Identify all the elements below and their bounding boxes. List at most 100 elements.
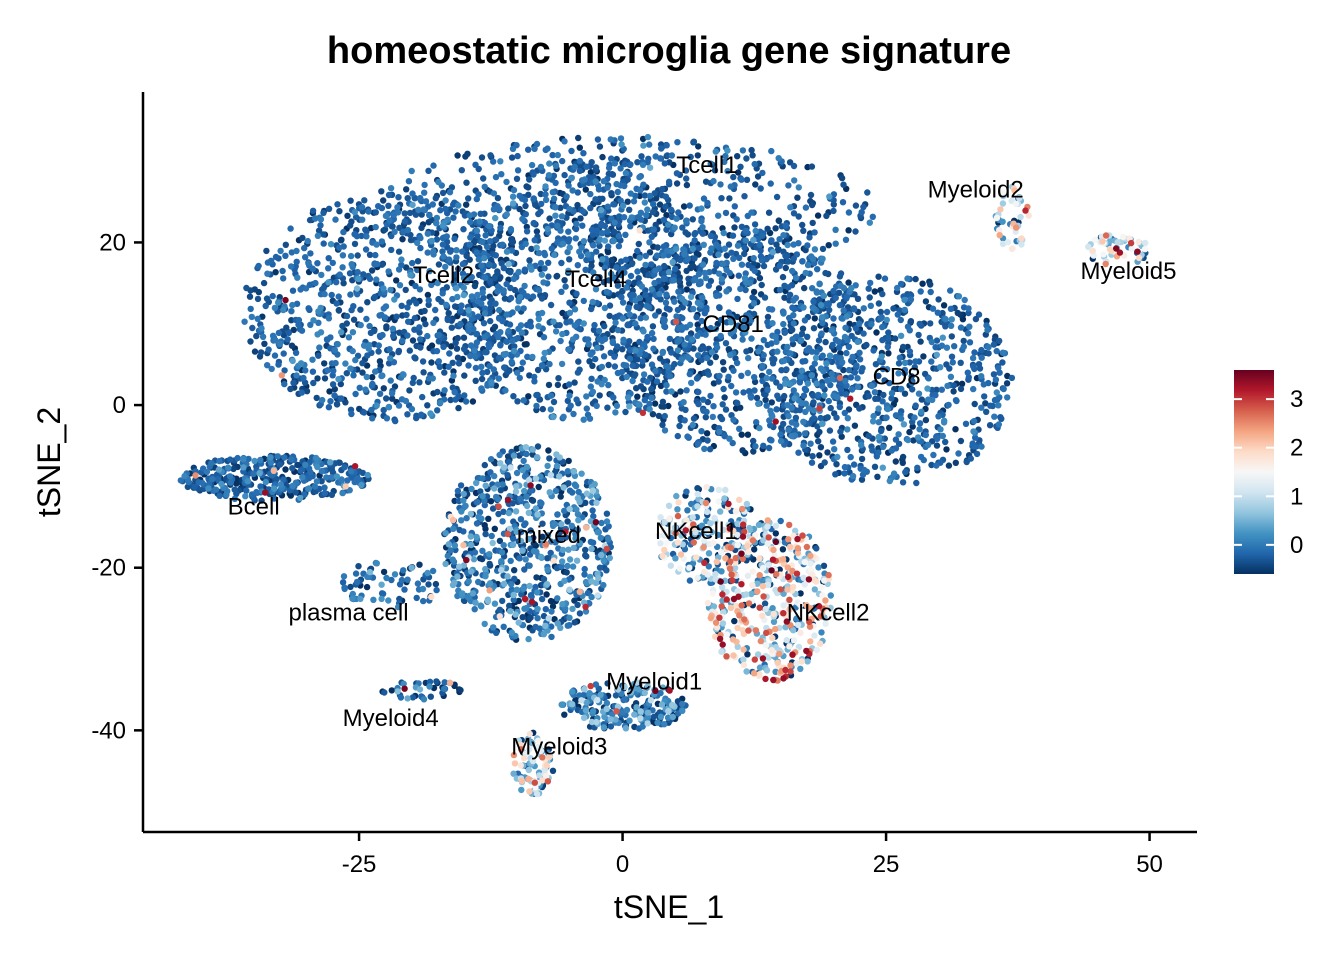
data-point [517,322,525,329]
data-point [257,483,264,490]
data-point [839,199,847,206]
data-point [388,576,395,584]
data-point [610,237,617,245]
data-point [842,324,849,331]
data-point [314,232,322,239]
data-point [433,678,440,685]
data-point [742,227,750,234]
data-point [467,342,475,349]
data-point [603,288,610,296]
data-point [985,350,992,357]
data-point [412,211,420,218]
data-point [624,198,631,205]
data-point [525,393,532,400]
data-point [542,196,550,204]
data-point [691,237,698,244]
data-point [895,360,903,367]
data-point [534,366,542,374]
data-point [492,460,499,467]
data-point [960,343,967,350]
data-point [403,311,410,319]
data-point [489,624,497,631]
data-point [264,362,271,369]
data-point [640,328,647,335]
data-point [494,283,502,290]
data-point [406,387,413,394]
data-point [657,689,664,697]
data-point [809,285,816,292]
data-point [722,152,729,160]
data-point [177,477,184,484]
data-point [776,236,783,243]
data-point [271,495,278,502]
data-point [356,384,363,391]
data-point [417,194,424,202]
data-point [722,406,730,413]
data-point [761,600,769,607]
data-point [767,407,774,414]
data-point [559,240,567,247]
data-point [510,275,518,283]
data-point [287,385,294,393]
data-point [424,291,432,299]
data-point [318,467,326,475]
data-point [498,260,505,267]
data-point [425,297,432,304]
data-point [452,339,459,346]
data-point [920,353,927,360]
data-point [391,228,398,235]
data-point [884,405,891,413]
data-point [822,338,829,346]
data-point [453,345,461,352]
data-point [481,250,488,257]
data-point [268,365,275,373]
data-point [346,270,354,277]
data-point [552,162,560,169]
data-point [913,479,920,487]
data-point [487,299,494,307]
data-point [908,373,915,380]
data-point [999,349,1007,356]
data-point [565,457,572,465]
data-point [433,347,441,355]
data-point [339,252,347,259]
data-point [725,373,732,380]
data-point [522,520,529,527]
data-point [568,522,575,529]
data-point [686,370,693,378]
data-point [816,280,823,288]
data-point [538,362,546,369]
data-point [713,344,721,351]
data-point [587,351,594,358]
data-point [983,317,990,325]
data-point [385,202,392,209]
data-point [538,309,546,317]
data-point [996,394,1003,401]
data-point [978,354,985,361]
data-point [780,420,787,428]
data-point [503,178,510,186]
data-point [667,206,675,213]
data-point [725,346,732,353]
data-point [457,307,464,314]
data-point [683,387,690,394]
data-point [596,392,603,399]
data-point [347,197,354,204]
data-point [509,193,517,200]
data-point [309,368,317,375]
data-point [877,427,885,435]
data-point [440,685,448,692]
data-point [970,417,978,425]
data-point [715,531,722,539]
data-point [879,336,886,344]
data-point [576,157,584,165]
data-point [426,212,433,219]
data-point [574,601,581,609]
data-point [833,414,840,421]
data-point [801,317,809,324]
data-point [947,322,955,329]
data-point [764,225,771,232]
data-point [516,293,524,301]
data-point [526,372,533,379]
data-point [610,201,617,208]
